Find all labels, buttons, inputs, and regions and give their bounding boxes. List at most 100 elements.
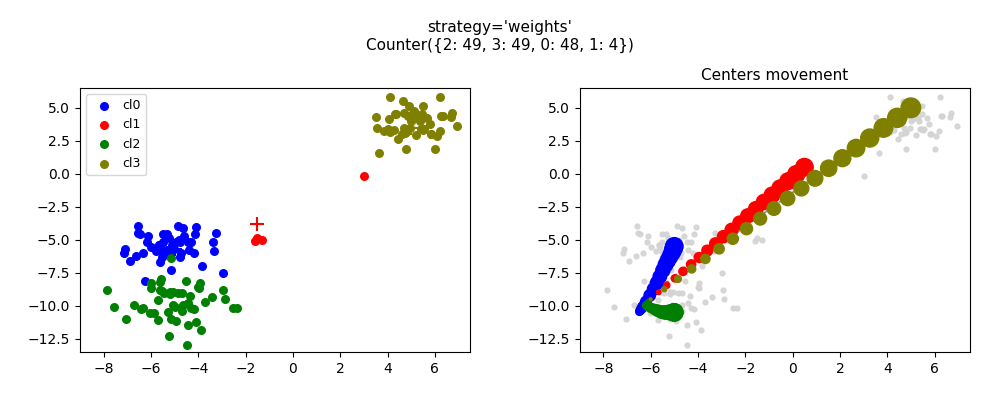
cl0 [172,254,188,260]
cl3 [398,146,414,152]
cl0 [137,278,153,284]
cl3 [419,114,435,121]
Point [686,231,702,237]
Point [635,304,651,311]
Point [616,246,632,252]
Point [658,230,674,237]
Point [634,305,650,311]
cl0 [187,231,203,237]
Point [642,292,658,298]
cl0 [148,248,164,254]
cl2 [143,280,159,286]
Point [903,118,919,124]
Point [887,111,903,117]
Point [656,290,672,296]
Point [923,131,939,137]
cl1 [254,236,270,243]
Point [662,309,678,316]
Point [599,287,615,293]
cl0 [139,238,155,245]
Point [908,132,924,138]
cl2 [165,302,181,308]
cl0 [128,252,144,259]
Point [638,298,654,305]
cl2 [175,302,191,308]
cl0 [135,250,151,256]
cl2 [170,290,186,296]
Point [912,126,928,132]
Point [748,206,764,212]
Point [667,275,683,282]
Point [896,125,912,131]
cl3 [414,110,430,117]
Point [642,310,658,316]
Point [667,304,683,310]
cl3 [382,93,398,100]
Point [740,213,756,219]
cl2 [152,287,168,294]
cl0 [215,270,231,276]
Point [655,267,671,274]
cl3 [398,129,414,136]
Point [632,231,648,238]
Point [634,305,650,312]
Point [680,300,696,306]
Point [793,185,809,192]
Point [643,305,659,311]
cl0 [176,232,192,239]
cl2 [142,310,158,316]
Point [682,293,698,300]
Point [691,280,707,286]
cl0 [151,242,167,248]
cl2 [186,306,202,312]
Point [686,306,702,312]
Point [663,266,679,273]
Point [629,223,645,229]
Point [893,130,909,137]
Point [660,258,676,264]
Point [643,244,659,250]
cl3 [401,103,417,109]
Point [656,309,672,316]
Point [669,222,685,229]
cl3 [390,136,406,142]
Point [666,309,682,316]
Point [673,250,689,256]
Point [666,309,682,316]
cl3 [395,97,411,104]
cl2 [229,304,245,311]
cl2 [192,280,208,286]
cl2 [150,297,166,304]
cl2 [183,305,199,311]
cl2 [188,319,204,325]
cl2 [225,304,241,311]
cl0 [132,231,148,238]
cl3 [449,123,465,130]
cl0 [155,230,171,237]
cl3 [371,149,387,156]
Point [903,104,919,111]
Point [684,266,700,272]
Point [880,126,896,133]
cl0 [151,242,167,248]
Point [943,110,959,116]
cl0 [154,254,170,261]
Point [664,309,680,316]
cl2 [156,290,172,296]
cl3 [394,130,410,137]
cl0 [168,238,184,245]
cl2 [178,278,194,284]
cl3 [443,114,459,120]
Point [868,124,884,131]
cl2 [180,322,196,328]
Point [914,110,930,117]
Point [654,239,670,245]
Point [658,262,674,268]
Point [651,242,667,248]
cl0 [140,232,156,239]
cl2 [153,275,169,282]
Point [683,261,699,268]
Point [915,127,931,133]
Point [659,282,675,288]
Point [651,242,667,248]
